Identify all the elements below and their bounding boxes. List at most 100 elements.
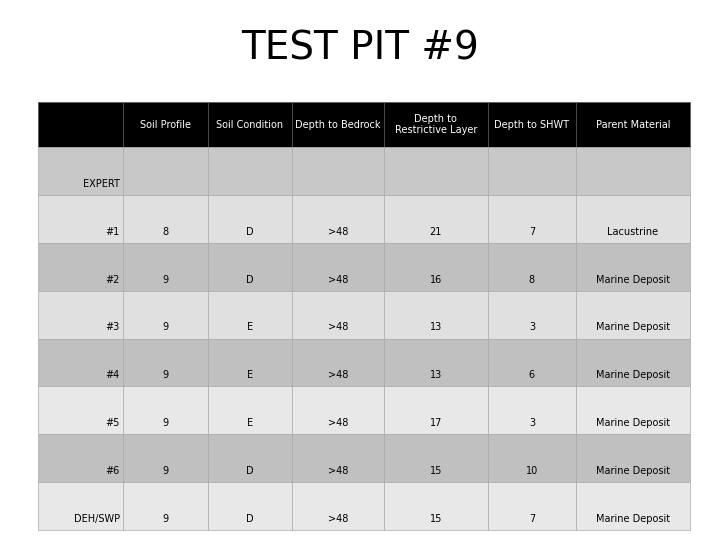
Bar: [576, 195, 690, 243]
Text: 13: 13: [430, 370, 442, 380]
Text: >48: >48: [328, 370, 348, 380]
Text: E: E: [247, 322, 253, 333]
Text: 21: 21: [430, 227, 442, 237]
Bar: [207, 482, 292, 530]
Text: DEH/SWP: DEH/SWP: [73, 514, 120, 524]
Text: Lacustrine: Lacustrine: [608, 227, 659, 237]
Bar: [384, 387, 488, 434]
Text: Marine Deposit: Marine Deposit: [596, 275, 670, 285]
Bar: [488, 102, 576, 147]
Bar: [292, 291, 384, 339]
Text: Depth to SHWT: Depth to SHWT: [495, 119, 570, 130]
Bar: [488, 387, 576, 434]
Text: 6: 6: [528, 370, 535, 380]
Text: 8: 8: [528, 275, 535, 285]
Text: >48: >48: [328, 322, 348, 333]
Bar: [384, 195, 488, 243]
Bar: [38, 434, 122, 482]
Text: 9: 9: [162, 418, 168, 428]
Bar: [122, 291, 207, 339]
Bar: [122, 387, 207, 434]
Text: Marine Deposit: Marine Deposit: [596, 322, 670, 333]
Text: 8: 8: [162, 227, 168, 237]
Text: E: E: [247, 418, 253, 428]
Bar: [292, 482, 384, 530]
Text: 7: 7: [528, 514, 535, 524]
Text: 9: 9: [162, 514, 168, 524]
Text: EXPERT: EXPERT: [83, 179, 120, 189]
Bar: [488, 195, 576, 243]
Bar: [384, 482, 488, 530]
Text: 9: 9: [162, 370, 168, 380]
Bar: [207, 102, 292, 147]
Text: 16: 16: [430, 275, 442, 285]
Bar: [384, 339, 488, 387]
Text: #6: #6: [106, 466, 120, 476]
Bar: [292, 102, 384, 147]
Bar: [292, 387, 384, 434]
Bar: [207, 147, 292, 195]
Bar: [207, 387, 292, 434]
Text: E: E: [247, 370, 253, 380]
Bar: [207, 339, 292, 387]
Text: 10: 10: [526, 466, 538, 476]
Text: 17: 17: [430, 418, 442, 428]
Bar: [38, 387, 122, 434]
Text: Soil Profile: Soil Profile: [140, 119, 191, 130]
Bar: [576, 291, 690, 339]
Bar: [384, 102, 488, 147]
Text: Parent Material: Parent Material: [595, 119, 670, 130]
Text: D: D: [246, 275, 253, 285]
Bar: [122, 482, 207, 530]
Bar: [488, 243, 576, 291]
Text: D: D: [246, 227, 253, 237]
Bar: [384, 147, 488, 195]
Bar: [292, 339, 384, 387]
Bar: [576, 243, 690, 291]
Bar: [576, 387, 690, 434]
Text: Marine Deposit: Marine Deposit: [596, 514, 670, 524]
Text: >48: >48: [328, 514, 348, 524]
Bar: [576, 339, 690, 387]
Bar: [488, 482, 576, 530]
Bar: [292, 434, 384, 482]
Text: #1: #1: [106, 227, 120, 237]
Bar: [488, 434, 576, 482]
Text: #3: #3: [106, 322, 120, 333]
Bar: [38, 243, 122, 291]
Bar: [292, 147, 384, 195]
Text: 7: 7: [528, 227, 535, 237]
Bar: [122, 147, 207, 195]
Text: >48: >48: [328, 466, 348, 476]
Text: 3: 3: [528, 322, 535, 333]
Text: >48: >48: [328, 418, 348, 428]
Bar: [576, 434, 690, 482]
Bar: [576, 147, 690, 195]
Bar: [38, 339, 122, 387]
Bar: [384, 291, 488, 339]
Text: 15: 15: [430, 466, 442, 476]
Text: 15: 15: [430, 514, 442, 524]
Bar: [122, 195, 207, 243]
Bar: [292, 243, 384, 291]
Text: 9: 9: [162, 322, 168, 333]
Bar: [38, 102, 122, 147]
Bar: [488, 339, 576, 387]
Bar: [38, 291, 122, 339]
Text: 9: 9: [162, 466, 168, 476]
Bar: [207, 195, 292, 243]
Bar: [384, 243, 488, 291]
Bar: [576, 102, 690, 147]
Bar: [207, 434, 292, 482]
Text: >48: >48: [328, 275, 348, 285]
Bar: [488, 291, 576, 339]
Text: 3: 3: [528, 418, 535, 428]
Text: Marine Deposit: Marine Deposit: [596, 466, 670, 476]
Text: >48: >48: [328, 227, 348, 237]
Text: 13: 13: [430, 322, 442, 333]
Text: #4: #4: [106, 370, 120, 380]
Bar: [488, 147, 576, 195]
Text: Depth to
Restrictive Layer: Depth to Restrictive Layer: [395, 114, 477, 136]
Bar: [122, 102, 207, 147]
Text: D: D: [246, 466, 253, 476]
